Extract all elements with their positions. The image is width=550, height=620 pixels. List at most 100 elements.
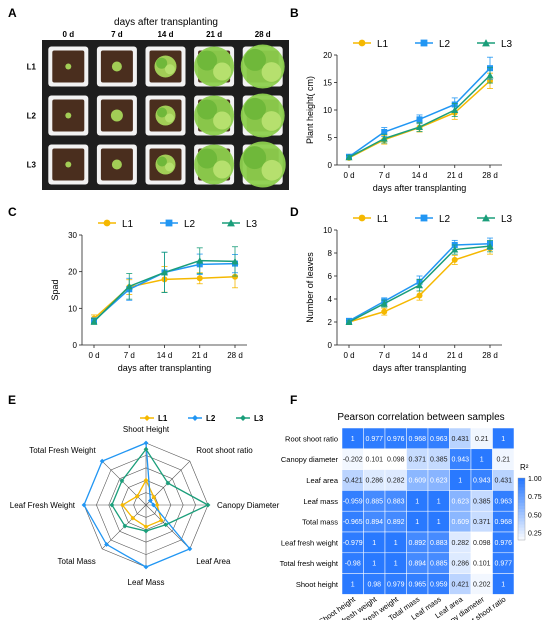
legend-label: L2	[206, 414, 216, 423]
marker-triangle	[416, 123, 423, 131]
plant-leaf	[197, 148, 218, 169]
plant-leaf	[164, 64, 175, 75]
colorbar-segment	[518, 487, 525, 491]
panel-letter-a: A	[8, 6, 17, 20]
heatmap-cell-label: -0.979	[343, 540, 363, 547]
colorbar-tick-label: 0.75	[528, 494, 542, 501]
marker-circle	[451, 256, 458, 263]
heatmap-cell-label: -0.98	[345, 561, 361, 568]
marker-triangle	[451, 106, 459, 113]
heatmap-cell-label: 0.963	[430, 436, 448, 443]
x-tick-label: 28 d	[482, 351, 498, 360]
marker-triangle	[125, 282, 133, 290]
photo-row-label: L3	[27, 161, 37, 170]
heatmap-cell-label: 0.371	[408, 457, 426, 464]
heatmap-title: Pearson correlation between samples	[337, 412, 504, 423]
heatmap-cell-label: 1	[437, 498, 441, 505]
marker-triangle	[380, 135, 388, 142]
marker-circle	[381, 308, 388, 315]
plant-leaf	[244, 97, 266, 120]
legend-label: L1	[377, 39, 389, 50]
plant-leaf	[261, 159, 283, 181]
heatmap-row-label: Leaf fresh weight	[281, 538, 339, 547]
marker-triangle	[380, 300, 388, 307]
legend-label: L3	[254, 414, 264, 423]
heatmap-cell-label: 1	[437, 519, 441, 526]
colorbar-segment	[518, 496, 525, 501]
marker-circle	[232, 273, 238, 280]
heatmap-cell-label: 0.385	[473, 498, 491, 505]
colorbar-segment	[518, 481, 525, 485]
y-tick-label: 0	[328, 341, 333, 350]
chart-plant-height: 0 5 10 15 20 0 d 7 d 14 d 21 d 28 d days after tra…	[305, 39, 513, 193]
colorbar-segment	[518, 524, 525, 529]
plant-leaf	[213, 62, 232, 81]
radar-point	[143, 440, 149, 446]
marker-triangle	[90, 318, 98, 325]
heatmap-cell-label: 0.385	[430, 457, 448, 464]
legend-marker	[192, 415, 198, 421]
heatmap-cell-label: -0.202	[343, 457, 363, 464]
x-tick-label: 28 d	[227, 351, 243, 360]
heatmap-cell-label: 0.282	[387, 478, 405, 485]
panel-letter-e: E	[8, 393, 16, 407]
heatmap-cell-label: 0.286	[451, 561, 469, 568]
radar-point	[109, 502, 115, 508]
x-tick-label: 0 d	[343, 351, 354, 360]
x-tick-label: 28 d	[482, 171, 498, 180]
heatmap-cell-label: 0.421	[451, 582, 469, 589]
marker-triangle	[231, 257, 239, 265]
heatmap-row-label: Root shoot ratio	[285, 434, 338, 443]
radar-point	[130, 515, 136, 521]
y-tick-label: 20	[323, 51, 332, 60]
marker-triangle	[345, 318, 353, 325]
plant-leaf	[165, 113, 174, 123]
x-tick-label: 0 d	[343, 171, 354, 180]
radar-point	[134, 493, 140, 499]
y-axis-label: Number of leaves	[305, 252, 315, 323]
heatmap-cell-label: 0.431	[451, 436, 469, 443]
colorbar-segment	[518, 493, 525, 498]
heatmap-cell-label: 1	[415, 519, 419, 526]
plant-leaves	[65, 63, 72, 70]
x-axis-label: days after transplanting	[373, 363, 467, 373]
plant-leaves	[111, 61, 122, 72]
plant-leaf	[197, 99, 218, 120]
heatmap-cell-label: 1	[351, 582, 355, 589]
heatmap-cell-label: 0.892	[408, 540, 426, 547]
heatmap-cell-label: 1	[458, 478, 462, 485]
heatmap-cell-label: -0.421	[343, 478, 363, 485]
chart-number-of-leaves: 0 2 4 6 8 10 0 d 7 d 14 d 21 d 28 d days after tran…	[305, 214, 513, 373]
radar-axis-label: Leaf Area	[196, 557, 231, 566]
radar-point	[163, 522, 169, 528]
legend-label: L1	[122, 219, 134, 230]
marker-triangle	[345, 153, 353, 161]
x-axis-label: days after transplanting	[373, 183, 467, 193]
heatmap-row-label: Shoot height	[296, 580, 339, 589]
marker-triangle	[416, 281, 423, 289]
panel-letter-b: B	[290, 6, 299, 20]
marker-circle	[358, 39, 366, 47]
marker-triangle	[196, 257, 204, 264]
colorbar-segment	[518, 521, 525, 525]
plant-leaf	[156, 57, 168, 69]
heatmap-row-label: Total mass	[302, 518, 338, 527]
chart-spad: 0 10 20 30 0 d 7 d 14 d 21 d 28 d days after tran…	[50, 219, 258, 373]
heatmap-cell-label: 0.623	[430, 478, 448, 485]
y-axis-label: Plant height( cm)	[305, 76, 315, 144]
y-tick-label: 30	[68, 231, 77, 240]
radar-point	[205, 502, 211, 508]
marker-triangle	[227, 219, 235, 227]
heatmap-cell-label: 0.883	[387, 498, 405, 505]
heatmap-cell-label: 1	[394, 540, 398, 547]
x-axis-label: days after transplanting	[118, 363, 212, 373]
radar-point	[99, 458, 105, 464]
marker-square	[420, 214, 428, 222]
heatmap-row-label: Leaf area	[306, 476, 339, 485]
colorbar-segment	[518, 505, 525, 510]
x-tick-label: 14 d	[412, 171, 428, 180]
heatmap-cell-label: 0.21	[496, 457, 510, 464]
y-tick-label: 2	[328, 318, 333, 327]
colorbar-segment	[518, 512, 525, 516]
